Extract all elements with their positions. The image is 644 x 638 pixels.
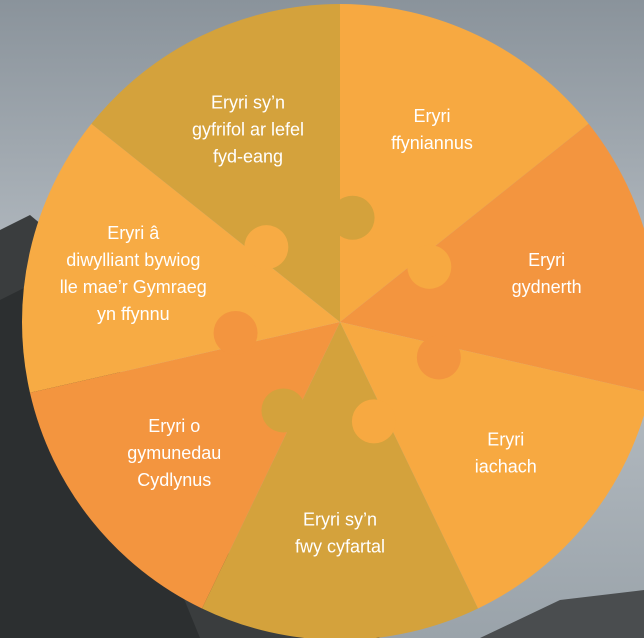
segment-label: Eryri (528, 250, 565, 270)
segment-label: Eryri â (107, 223, 160, 243)
segment-label: iachach (475, 456, 537, 476)
segment-label: gymunedau (127, 443, 221, 463)
puzzle-knob (244, 225, 288, 269)
puzzle-knob (214, 311, 258, 355)
diagram: Eryri ffyniannus Eryri gydnerth Eryri iachach… (0, 0, 644, 638)
puzzle-knob (261, 388, 305, 432)
segment-label: lle mae’r Gymraeg (60, 277, 207, 297)
puzzle-wheel: Eryri ffyniannus Eryri gydnerth Eryri iachach… (22, 4, 644, 638)
segment-label: Eryri sy’n (303, 509, 377, 529)
puzzle-knob (407, 245, 451, 289)
puzzle-knob (331, 196, 375, 240)
segment-label: Eryri sy’n (211, 93, 285, 113)
segment-label: gydnerth (512, 277, 582, 297)
segment-label: Eryri (413, 106, 450, 126)
page: Eryri ffyniannus Eryri gydnerth Eryri iachach… (0, 0, 644, 638)
segment-label: ffyniannus (391, 133, 473, 153)
segment-label: Eryri o (148, 416, 200, 436)
segment-label: yn ffynnu (97, 304, 170, 324)
segment-label: fyd-eang (213, 147, 283, 167)
segment-label: Cydlynus (137, 470, 211, 490)
segment-label: diwylliant bywiog (66, 250, 200, 270)
segment-label: Eryri (487, 429, 524, 449)
puzzle-knob (417, 335, 461, 379)
segment-label: gyfrifol ar lefel (192, 120, 304, 140)
segment-label: fwy cyfartal (295, 536, 385, 556)
puzzle-knob (352, 399, 396, 443)
